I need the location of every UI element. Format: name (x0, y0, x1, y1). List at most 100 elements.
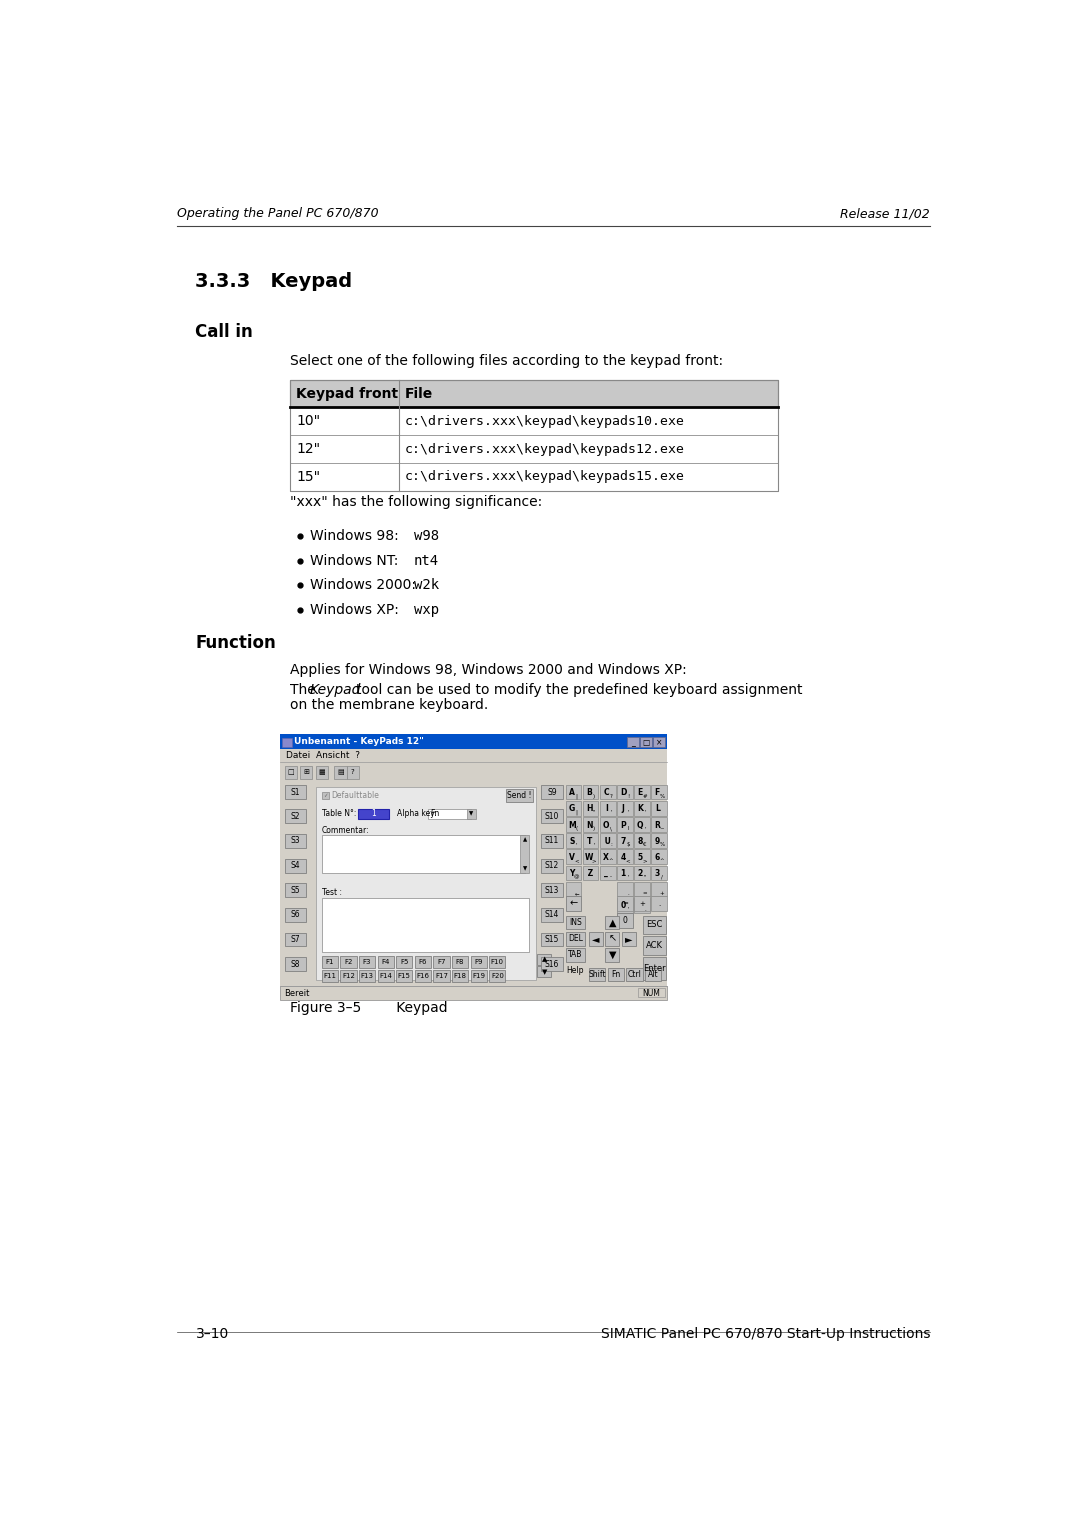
Bar (622, 932, 636, 946)
Text: The: The (291, 683, 320, 697)
Text: _: _ (631, 738, 635, 747)
Text: NUM: NUM (643, 989, 660, 998)
Text: ~: ~ (660, 827, 664, 831)
Text: S13: S13 (544, 886, 559, 895)
Bar (634, 785, 649, 799)
Bar (583, 801, 598, 816)
Bar (617, 801, 633, 816)
Bar (583, 833, 598, 848)
Bar (291, 380, 779, 490)
Bar (378, 955, 394, 969)
Bar (651, 850, 666, 863)
Text: +: + (639, 900, 645, 906)
Text: D: D (620, 788, 626, 798)
Bar (322, 834, 525, 874)
Text: 3–10: 3–10 (195, 1326, 229, 1340)
Text: S7: S7 (291, 935, 300, 944)
Bar (617, 897, 633, 911)
Text: F10: F10 (490, 960, 503, 964)
Bar (537, 966, 551, 978)
Text: $: $ (626, 842, 630, 848)
Text: 15": 15" (296, 469, 321, 484)
Bar (651, 785, 666, 799)
Text: E: E (637, 788, 643, 798)
Text: S12: S12 (544, 862, 559, 869)
Bar (541, 883, 563, 897)
Text: Bereit: Bereit (284, 989, 310, 998)
Text: Table N°:: Table N°: (322, 810, 356, 819)
Text: c:\drivers.xxx\keypad\keypads10.exe: c:\drivers.xxx\keypad\keypads10.exe (405, 414, 685, 428)
Bar (541, 932, 563, 946)
Text: !: ! (626, 793, 629, 799)
Text: R: R (654, 821, 660, 830)
Bar (280, 987, 667, 999)
Text: ': ' (644, 810, 646, 814)
Text: S11: S11 (544, 836, 559, 845)
Bar (340, 955, 356, 969)
Text: |: | (576, 793, 578, 799)
Bar (471, 970, 487, 983)
Bar (282, 738, 292, 747)
Bar (541, 859, 563, 872)
Text: Figure 3–5        Keypad: Figure 3–5 Keypad (291, 1001, 447, 1015)
Text: INS: INS (569, 918, 581, 927)
Text: .: . (644, 908, 646, 912)
Text: Windows XP:: Windows XP: (310, 604, 399, 617)
Text: Ctrl: Ctrl (627, 970, 642, 979)
Text: F7: F7 (437, 960, 446, 964)
Bar (626, 969, 643, 981)
Text: Keypad front: Keypad front (296, 387, 399, 400)
Text: F14: F14 (379, 973, 392, 979)
Bar (284, 932, 307, 946)
Bar (451, 955, 469, 969)
Text: Unbenannt - KeyPads 12": Unbenannt - KeyPads 12" (294, 736, 423, 746)
Bar (651, 865, 666, 880)
Text: ': ' (610, 810, 611, 814)
Text: Fn: Fn (611, 970, 621, 979)
Bar (617, 882, 633, 897)
Text: F18: F18 (454, 973, 467, 979)
Bar (617, 865, 633, 880)
Text: ': ' (627, 810, 629, 814)
Bar (634, 898, 649, 912)
Text: ): ) (593, 827, 595, 831)
Text: ESC: ESC (646, 920, 662, 929)
Text: Z: Z (585, 869, 593, 879)
Bar (583, 865, 598, 880)
Bar (284, 834, 307, 848)
Text: ◄: ◄ (592, 934, 599, 944)
Bar (634, 817, 649, 831)
Text: "xxx" has the following significance:: "xxx" has the following significance: (291, 495, 542, 509)
Text: 4: 4 (621, 853, 626, 862)
Bar (634, 865, 649, 880)
Text: tool can be used to modify the predefined keyboard assignment: tool can be used to modify the predefine… (356, 683, 802, 697)
Text: F20: F20 (491, 973, 503, 979)
Bar (566, 850, 581, 863)
Bar (315, 766, 328, 779)
Text: #: # (643, 793, 647, 799)
Text: SIMATIC Panel PC 670/870 Start-Up Instructions: SIMATIC Panel PC 670/870 Start-Up Instru… (600, 1326, 930, 1340)
Text: S4: S4 (291, 862, 300, 869)
Bar (359, 970, 375, 983)
Text: F2: F2 (345, 960, 353, 964)
Text: w2k: w2k (414, 578, 440, 593)
Bar (537, 953, 551, 964)
Text: H: H (586, 804, 593, 813)
Text: DEL: DEL (568, 934, 582, 943)
Text: Keypad: Keypad (309, 683, 361, 697)
Bar (566, 882, 581, 897)
Text: ✓: ✓ (323, 793, 327, 798)
Text: /: / (661, 874, 663, 880)
Text: \: \ (610, 827, 611, 831)
Bar (583, 817, 598, 831)
Text: w98: w98 (414, 529, 440, 542)
Bar (627, 736, 638, 747)
Bar (566, 947, 584, 961)
Text: |: | (576, 810, 578, 816)
Text: 3: 3 (654, 869, 660, 879)
Text: 7: 7 (621, 837, 626, 847)
Bar (541, 957, 563, 972)
Bar (396, 970, 413, 983)
Text: S5: S5 (291, 886, 300, 895)
Bar (590, 969, 606, 981)
